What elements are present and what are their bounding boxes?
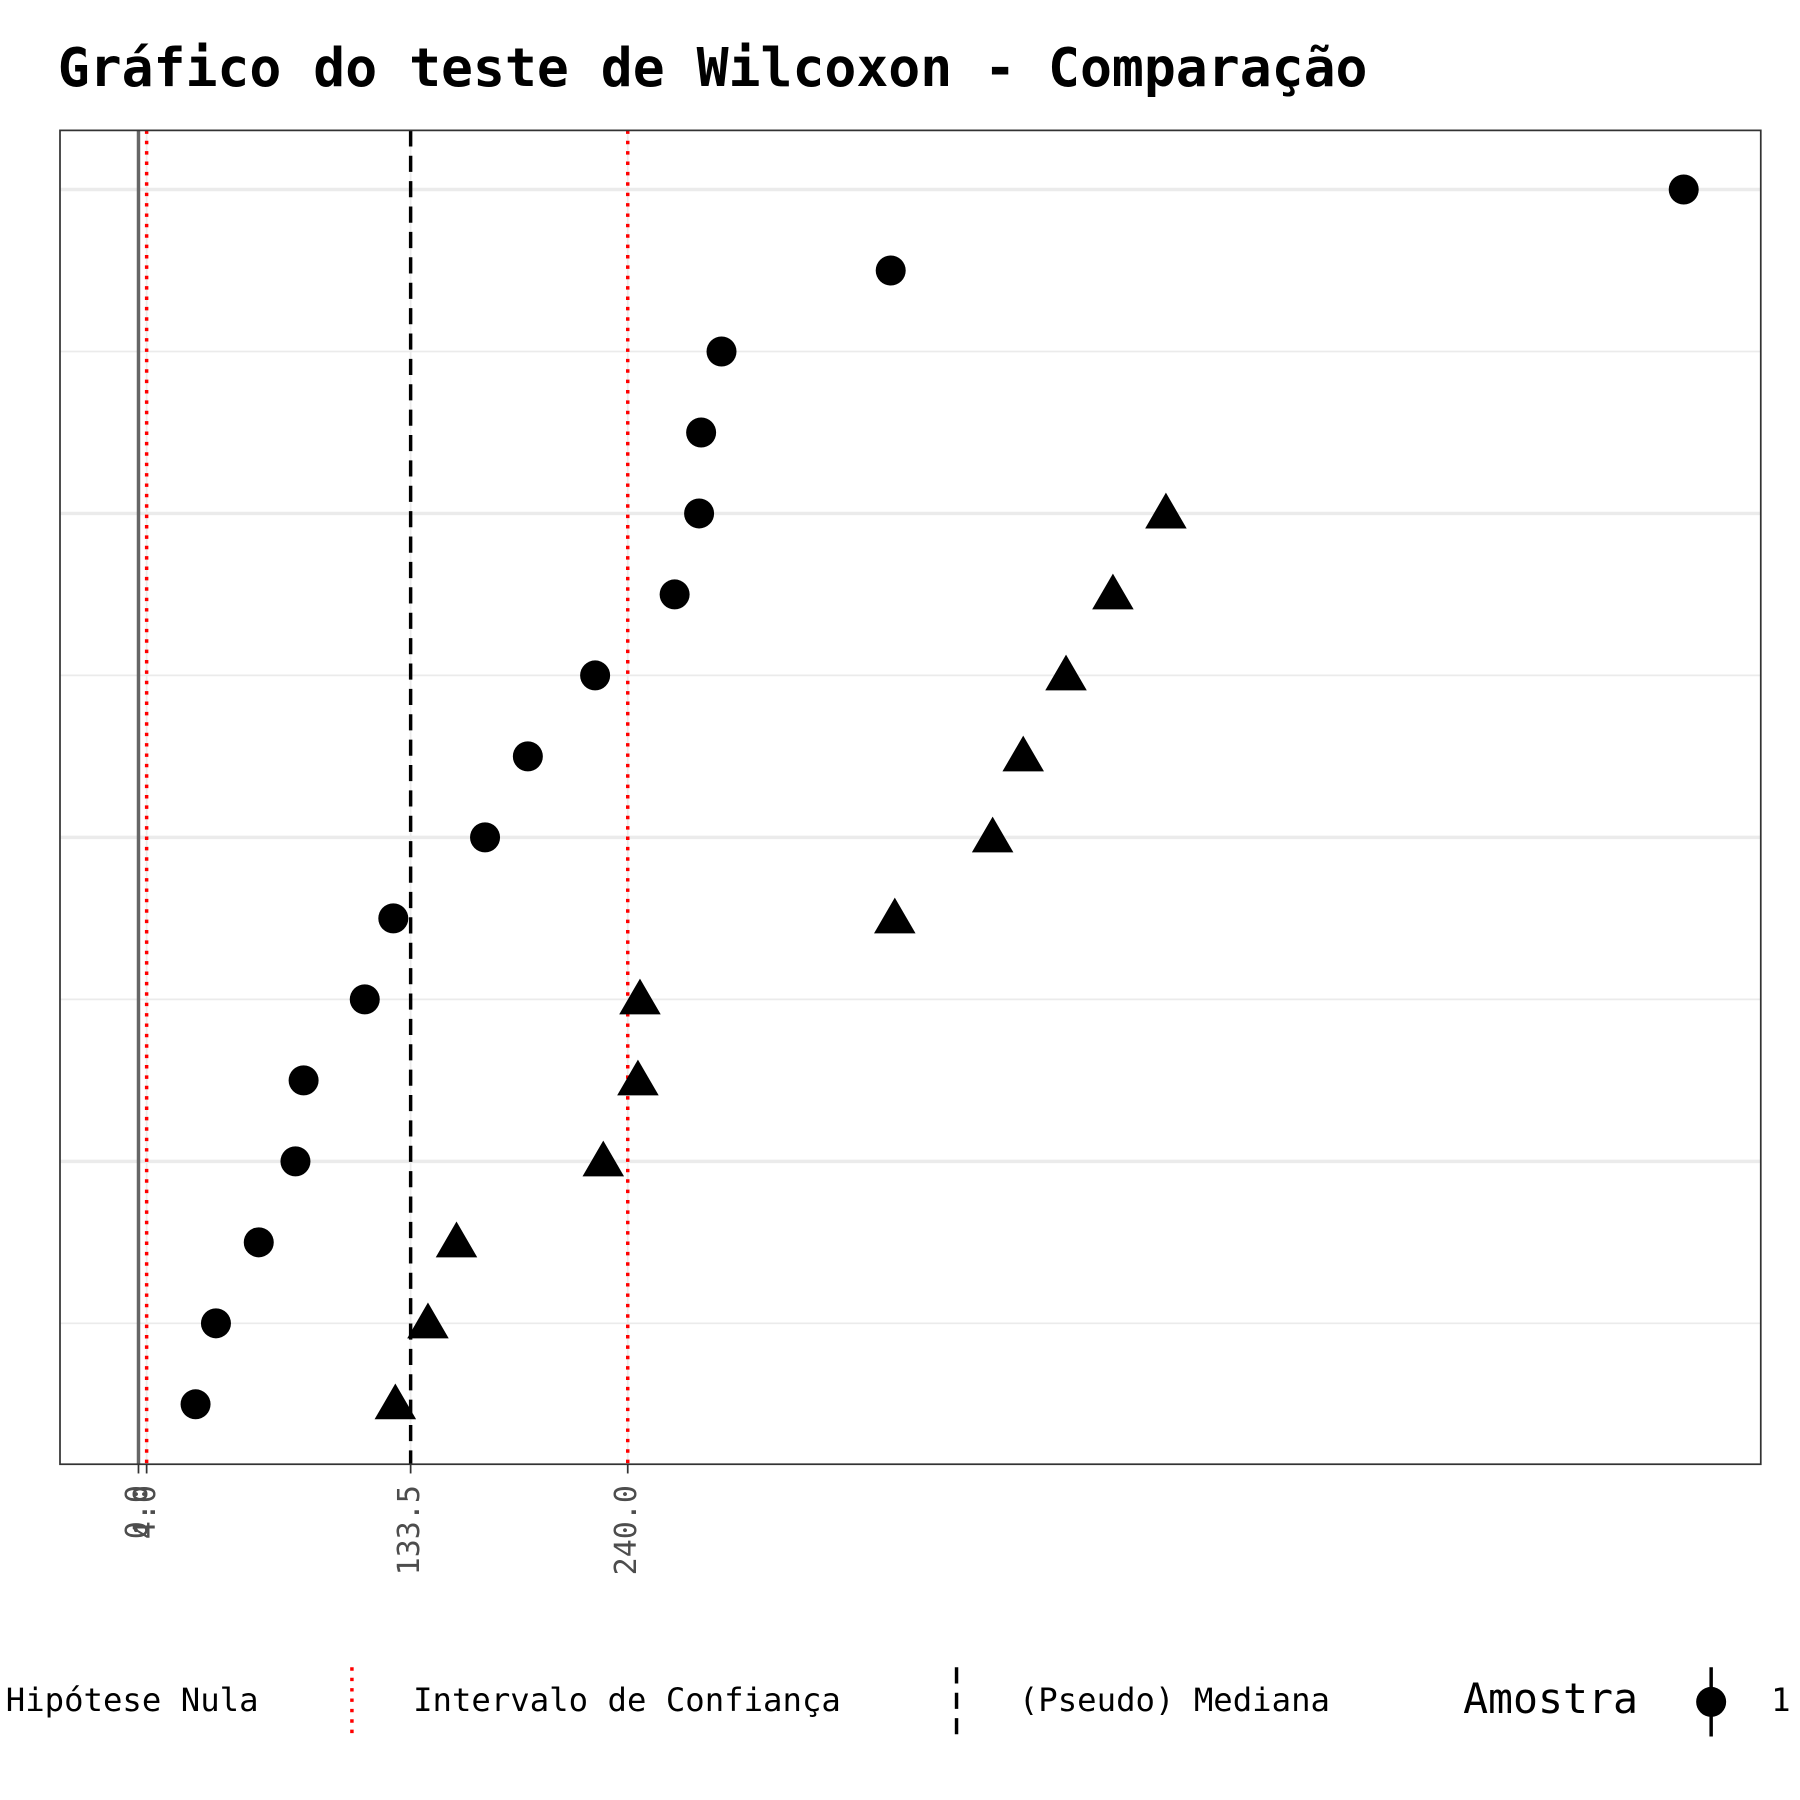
point [243, 1227, 274, 1258]
point [875, 255, 906, 286]
chart-title: Gráfico do teste de Wilcoxon - Comparaçã… [58, 37, 1368, 99]
legend-title: Amostra [1463, 1674, 1638, 1723]
point [686, 417, 717, 448]
point [1668, 174, 1699, 205]
point [1045, 654, 1087, 691]
legend-label: Intervalo de Confiança [413, 1681, 841, 1719]
point [874, 897, 916, 934]
point [582, 1140, 625, 1177]
point [580, 660, 611, 691]
x-tick-label: 240.0 [609, 1485, 644, 1575]
point [280, 1146, 311, 1177]
point [971, 816, 1014, 853]
point [180, 1389, 211, 1420]
point [684, 498, 715, 529]
point [200, 1308, 231, 1339]
point [619, 978, 661, 1015]
legend-label: Hipótese Nula [6, 1681, 259, 1719]
plot-border [59, 129, 1762, 1466]
point [512, 741, 543, 772]
point [1145, 492, 1187, 529]
x-tick-label: 0.0 [120, 1485, 155, 1539]
point [374, 1383, 417, 1420]
legend-label: (Pseudo) Mediana [1019, 1681, 1330, 1719]
point [1092, 573, 1134, 610]
point [407, 1302, 449, 1339]
point [349, 984, 380, 1015]
point [1002, 735, 1044, 772]
x-tick-label: 133.5 [392, 1485, 427, 1575]
x-tick-label: 4.0 [128, 1485, 163, 1539]
point [288, 1065, 319, 1096]
point [706, 336, 737, 367]
legend-label: 1 [1771, 1681, 1790, 1719]
point [617, 1059, 659, 1096]
point [659, 579, 690, 610]
legend-key [1696, 1686, 1727, 1717]
point [378, 903, 409, 934]
point [470, 822, 501, 853]
point [435, 1221, 478, 1258]
